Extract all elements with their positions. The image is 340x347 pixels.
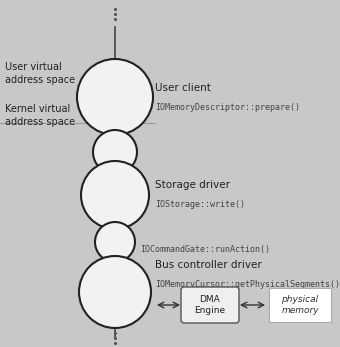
Text: IOStorage::write(): IOStorage::write() xyxy=(155,200,245,209)
Text: IOMemoryDescriptor::prepare(): IOMemoryDescriptor::prepare() xyxy=(155,103,300,112)
Text: Kernel virtual
address space: Kernel virtual address space xyxy=(5,104,75,127)
Circle shape xyxy=(79,256,151,328)
Text: User virtual
address space: User virtual address space xyxy=(5,62,75,85)
Text: physical
memory: physical memory xyxy=(281,295,319,315)
Circle shape xyxy=(77,59,153,135)
Circle shape xyxy=(93,130,137,174)
Circle shape xyxy=(81,161,149,229)
Text: Bus controller driver: Bus controller driver xyxy=(155,260,262,270)
Circle shape xyxy=(95,222,135,262)
FancyBboxPatch shape xyxy=(269,288,331,322)
Text: IOCommandGate::runAction(): IOCommandGate::runAction() xyxy=(140,245,270,254)
Text: IOMemoryCursor::getPhysicalSegments(): IOMemoryCursor::getPhysicalSegments() xyxy=(155,280,340,289)
FancyBboxPatch shape xyxy=(181,287,239,323)
Text: User client: User client xyxy=(155,83,211,93)
Text: Storage driver: Storage driver xyxy=(155,180,230,190)
Text: DMA
Engine: DMA Engine xyxy=(194,295,225,315)
